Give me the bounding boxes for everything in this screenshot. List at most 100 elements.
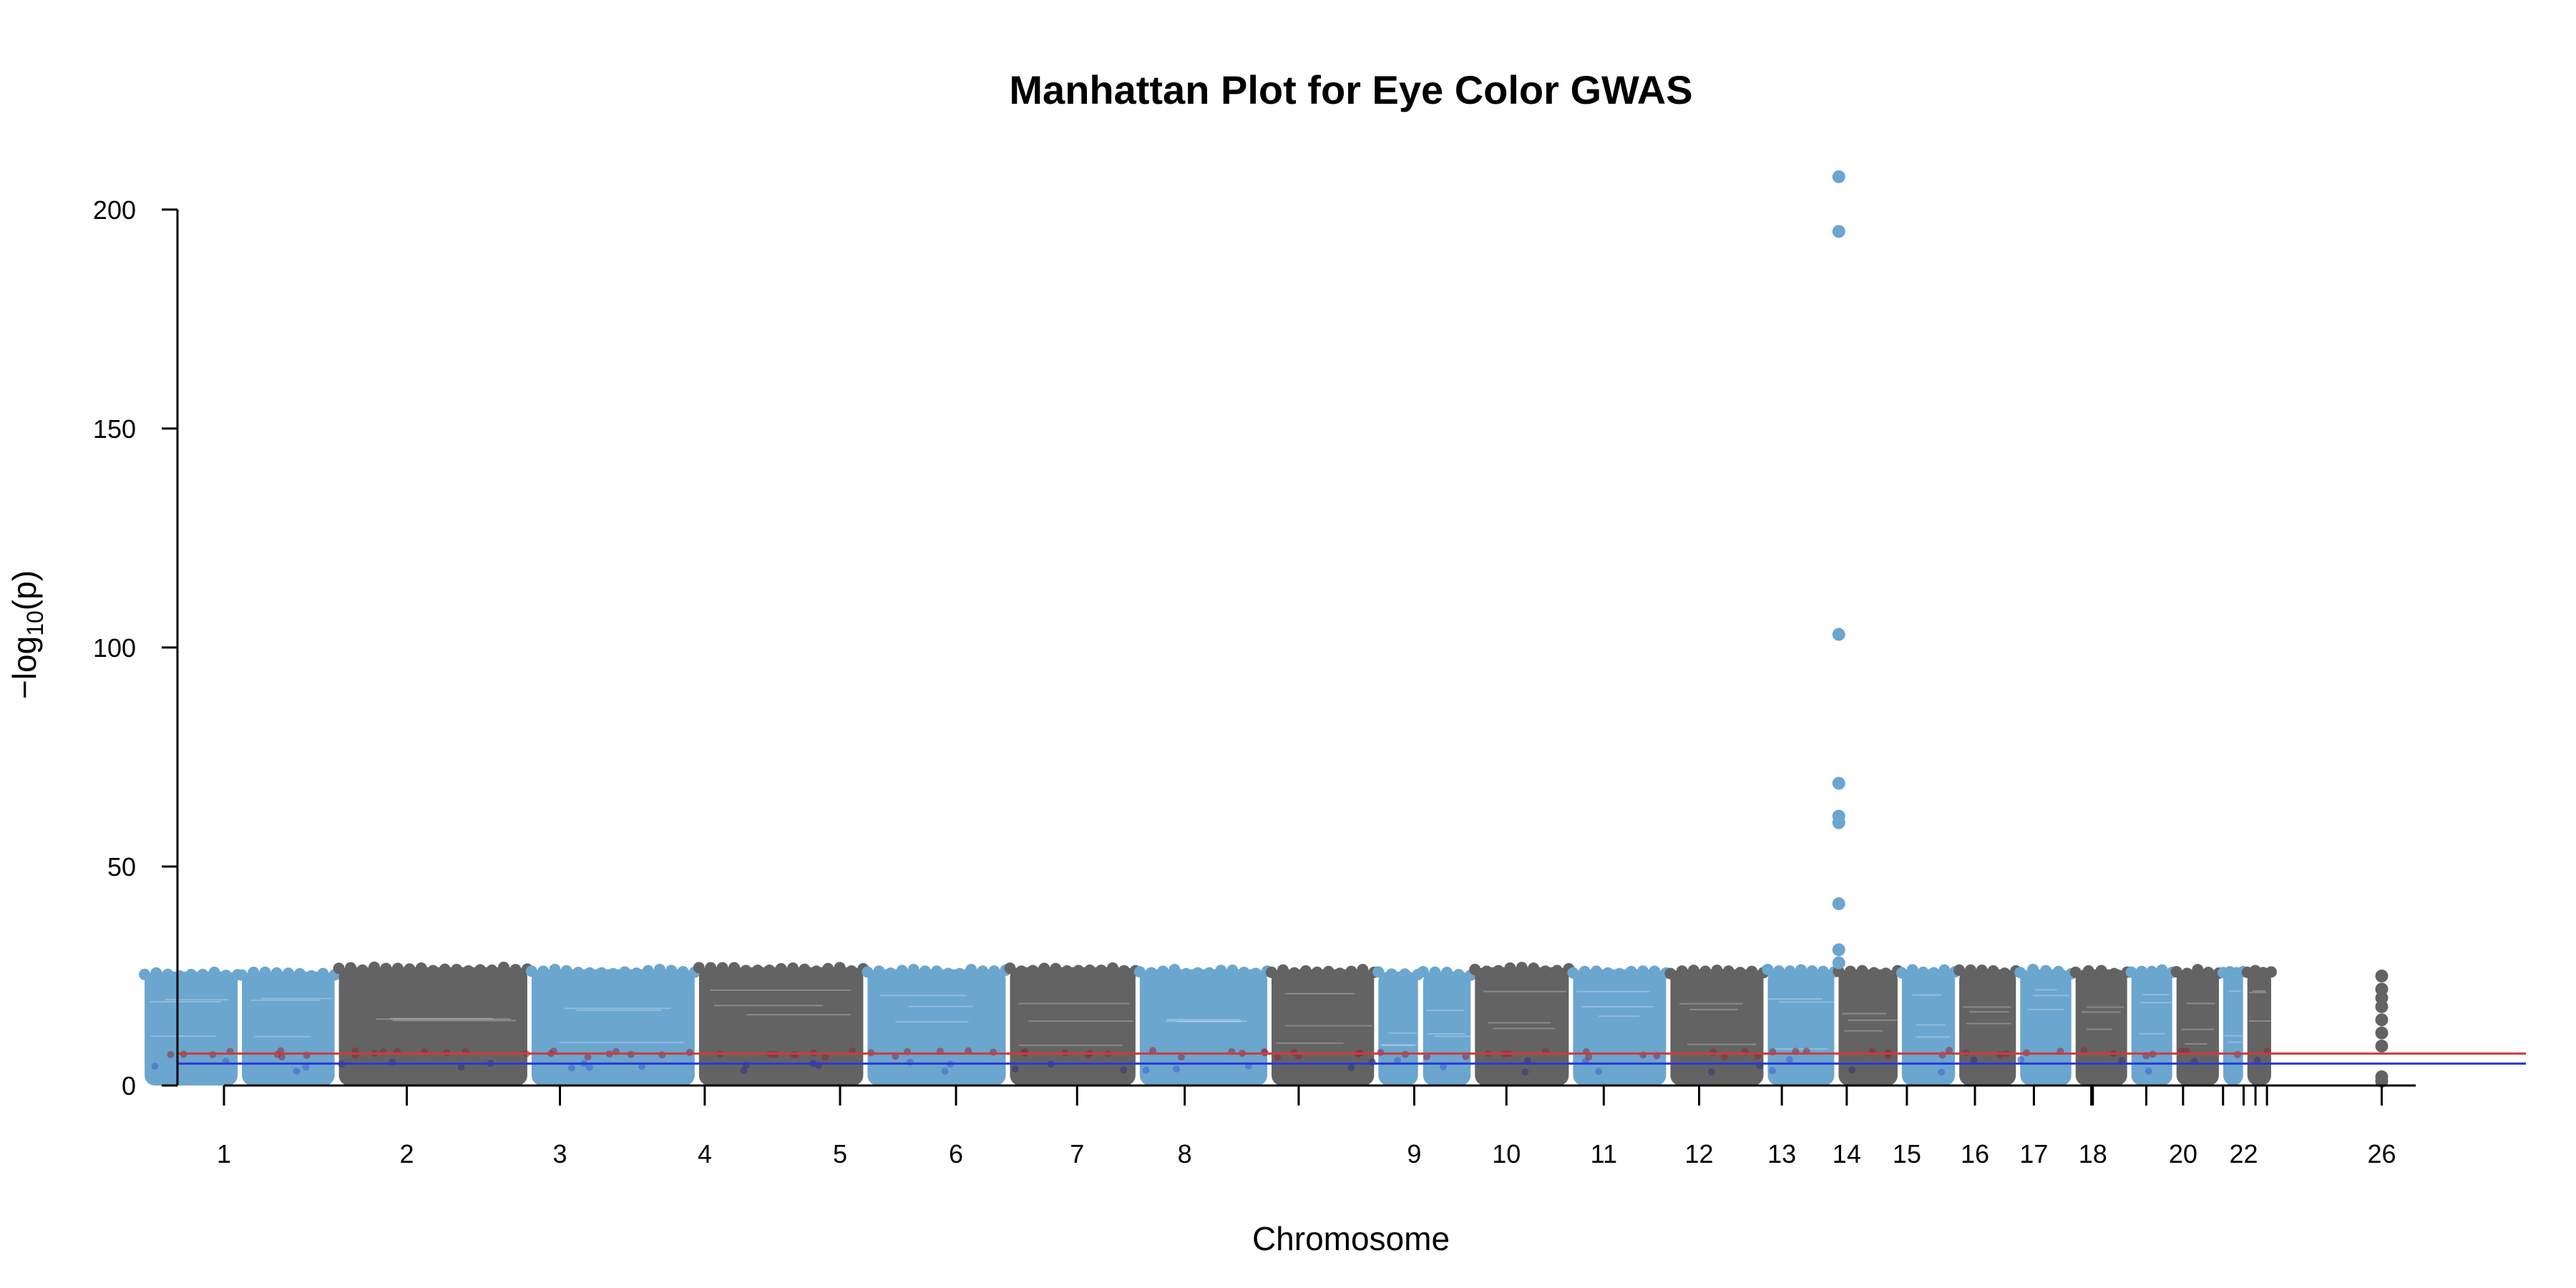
snp-point bbox=[1817, 965, 1829, 977]
snp-point bbox=[1480, 965, 1493, 977]
snp-point bbox=[1266, 966, 1278, 978]
chromosome-band-22 bbox=[2241, 965, 2277, 1085]
y-tick-label: 100 bbox=[93, 633, 136, 663]
snp-point bbox=[1676, 965, 1688, 977]
snp-point bbox=[1423, 1053, 1430, 1060]
snp-point bbox=[941, 1068, 949, 1075]
snp-point bbox=[1953, 964, 1966, 976]
snp-point bbox=[1996, 1051, 2004, 1059]
band-fill bbox=[867, 969, 1006, 1085]
snp-point bbox=[930, 965, 942, 977]
snp-point bbox=[317, 967, 329, 980]
chromosome-band-seg22 bbox=[2217, 966, 2249, 1085]
snp-point bbox=[497, 961, 509, 973]
snp-point bbox=[1938, 964, 1951, 976]
snp-point bbox=[1288, 967, 1300, 979]
snp-point bbox=[345, 962, 357, 974]
x-tick-label-chr-3: 3 bbox=[552, 1139, 567, 1169]
band-fill bbox=[1423, 971, 1471, 1085]
x-tick-label-chr-10: 10 bbox=[1492, 1139, 1521, 1169]
x-tick-label-chr-26: 26 bbox=[2367, 1139, 2396, 1169]
snp-point bbox=[1516, 962, 1528, 974]
snp-point bbox=[162, 968, 174, 980]
y-tick-label: 50 bbox=[107, 852, 136, 882]
snp-point bbox=[509, 964, 522, 976]
snp-point bbox=[954, 967, 966, 980]
snp-point bbox=[1539, 965, 1551, 977]
x-tick-label-chr-12: 12 bbox=[1685, 1139, 1714, 1169]
snp-point bbox=[1274, 1053, 1282, 1060]
x-tick-label-chr-11: 11 bbox=[1591, 1139, 1617, 1169]
chromosome-band-11 bbox=[1567, 965, 1672, 1085]
band-fill bbox=[1959, 969, 2016, 1085]
snp-point bbox=[525, 965, 537, 977]
snp-point bbox=[810, 965, 822, 977]
snp-point bbox=[356, 964, 369, 976]
chromosome-band-seg1 bbox=[236, 966, 341, 1085]
peak-snp-point bbox=[1832, 776, 1845, 790]
snp-point bbox=[1769, 1067, 1777, 1075]
x-tick-label-chr-8: 8 bbox=[1178, 1139, 1192, 1169]
snp-point bbox=[1521, 1068, 1529, 1076]
snp-point bbox=[1429, 966, 1441, 978]
snp-point bbox=[1394, 1056, 1402, 1064]
x-axis: 1 2 3 4 5 6 7 8 9 10 11 12 13 14 15 16 17 18 20 22 26 bbox=[217, 1084, 2416, 1169]
snp-point bbox=[2253, 1056, 2261, 1064]
chromosome-band-7 bbox=[1133, 964, 1274, 1085]
snp-point bbox=[834, 962, 846, 974]
band-fill bbox=[1010, 967, 1136, 1085]
threshold-lines bbox=[177, 1052, 2526, 1065]
snp-point bbox=[1215, 965, 1227, 977]
snp-point bbox=[1567, 967, 1579, 979]
chromosome-band-9 bbox=[1417, 965, 1477, 1085]
snp-point bbox=[278, 1053, 286, 1061]
snp-point bbox=[942, 967, 955, 980]
snp-point bbox=[822, 962, 834, 975]
snp-point bbox=[209, 1050, 217, 1058]
x-tick-label-chr-9: 9 bbox=[1407, 1139, 1421, 1169]
snp-point bbox=[151, 1063, 159, 1070]
peak-snp-point bbox=[1832, 628, 1845, 641]
snp-point bbox=[282, 967, 294, 980]
snp-point bbox=[333, 962, 345, 975]
snp-point bbox=[2095, 965, 2107, 977]
snp-point bbox=[567, 1064, 575, 1072]
snp-point bbox=[537, 965, 550, 977]
snp-point bbox=[1385, 968, 1397, 980]
snp-point bbox=[584, 967, 596, 979]
snp-point bbox=[677, 965, 689, 977]
snp-point bbox=[1938, 1068, 1946, 1076]
snp-point bbox=[1439, 1063, 1447, 1070]
snp-point bbox=[1614, 967, 1626, 980]
x-tick-label-chr-20: 20 bbox=[2169, 1139, 2197, 1169]
snp-point bbox=[1173, 1065, 1181, 1073]
chromosome-band-20 bbox=[2170, 964, 2225, 1085]
snp-point bbox=[2146, 965, 2158, 977]
snp-point bbox=[686, 1048, 693, 1056]
snp-point bbox=[306, 970, 318, 982]
snp-point bbox=[391, 962, 404, 975]
chr26-snp-point bbox=[2375, 1074, 2389, 1088]
snp-point bbox=[1708, 1068, 1716, 1076]
snp-point bbox=[1976, 964, 1988, 976]
snp-point bbox=[368, 961, 380, 973]
snp-point bbox=[236, 969, 248, 981]
snp-point bbox=[896, 965, 908, 977]
snp-point bbox=[584, 1053, 592, 1061]
snp-point bbox=[1106, 962, 1118, 974]
snp-point bbox=[1169, 964, 1181, 976]
snp-point bbox=[619, 966, 631, 978]
snp-point bbox=[2082, 965, 2094, 977]
snp-point bbox=[1180, 967, 1192, 980]
y-tick-label: 0 bbox=[122, 1071, 136, 1101]
snp-point bbox=[197, 968, 209, 980]
snp-point bbox=[630, 967, 643, 979]
snp-point bbox=[1720, 1053, 1728, 1060]
snp-point bbox=[415, 962, 427, 975]
snp-point bbox=[2017, 1056, 2025, 1064]
snp-point bbox=[404, 963, 416, 975]
snp-point bbox=[1084, 964, 1096, 976]
snp-point bbox=[1649, 965, 1661, 977]
snp-point bbox=[1493, 965, 1505, 977]
snp-point bbox=[1073, 965, 1085, 977]
